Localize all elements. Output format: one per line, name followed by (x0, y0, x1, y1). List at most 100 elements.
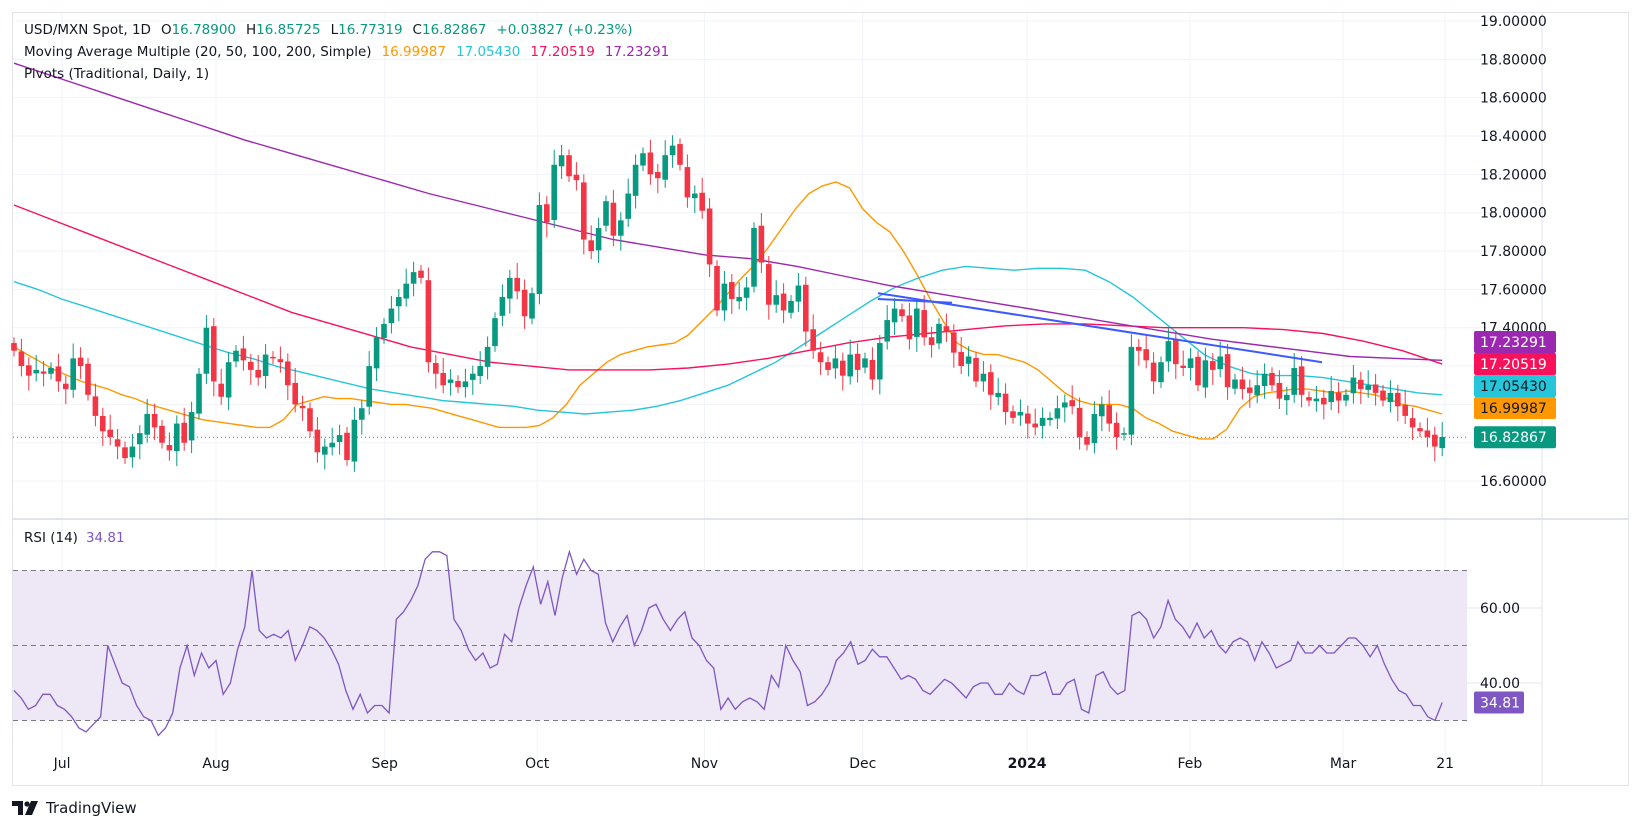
tradingview-logo-icon (12, 801, 38, 815)
candle (899, 303, 905, 322)
candle-body (610, 202, 617, 236)
candle-body (33, 369, 39, 374)
candle-body (1187, 358, 1194, 368)
candle (1150, 352, 1157, 395)
candle-body (847, 354, 853, 377)
ma100-price-badge-text: 17.20519 (1480, 357, 1547, 373)
candle-body (825, 362, 831, 370)
candle (699, 177, 705, 219)
candle (63, 375, 69, 405)
candle (1187, 348, 1194, 381)
candle (995, 377, 1001, 406)
candle-body (262, 354, 269, 377)
candle (1017, 399, 1024, 426)
candle-body (292, 382, 298, 405)
candle (366, 351, 372, 415)
candle-body (1010, 411, 1016, 418)
candle-body (647, 152, 654, 175)
candle (751, 222, 757, 293)
ma-label: Moving Average Multiple (20, 50, 100, 20… (24, 44, 372, 60)
candle (233, 344, 239, 368)
candle (433, 354, 439, 389)
candle (1380, 384, 1386, 407)
candle-body (1284, 394, 1290, 401)
candle (499, 284, 506, 327)
close-label: C (412, 22, 422, 38)
ma20-value: 16.99987 (381, 44, 446, 60)
candle-body (810, 329, 816, 351)
candle (188, 401, 195, 454)
candle-body (721, 283, 728, 311)
candle-body (63, 383, 69, 390)
candle (1276, 370, 1283, 410)
candle-body (151, 413, 158, 428)
candle (114, 428, 121, 460)
candle-body (1039, 417, 1046, 426)
candle (788, 295, 794, 319)
price-tick-label: 19.00000 (1480, 14, 1547, 30)
symbol-legend[interactable]: USD/MXN Spot, 1D O16.78900 H16.85725 L16.77… (24, 22, 639, 38)
candle (951, 324, 957, 368)
candle-body (373, 337, 380, 369)
candle (507, 269, 513, 314)
candle-body (884, 320, 890, 342)
ma200-value: 17.23291 (604, 44, 670, 60)
candle-body (936, 323, 942, 344)
candle-body (514, 277, 520, 292)
candle-body (418, 270, 424, 278)
candle-body (906, 315, 913, 340)
candle-body (1002, 393, 1009, 413)
time-tick-label: Sep (372, 756, 399, 772)
rsi-legend[interactable]: RSI (14) 34.81 (24, 530, 131, 546)
candle-body (692, 193, 698, 199)
candle (766, 256, 772, 320)
candle (1269, 367, 1275, 391)
candle (1358, 371, 1364, 405)
candle (1076, 397, 1083, 450)
candle-body (396, 297, 402, 307)
candle-body (595, 228, 602, 251)
candle (48, 362, 54, 380)
candle (640, 147, 646, 172)
candle-body (166, 445, 173, 451)
candle (1284, 386, 1290, 416)
candle-body (455, 381, 461, 388)
candle-body (366, 366, 372, 407)
candle (1247, 379, 1253, 408)
candle-body (70, 358, 76, 390)
candle-body (1025, 413, 1031, 424)
candle (603, 195, 609, 232)
pivots-legend[interactable]: Pivots (Traditional, Daily, 1) (24, 66, 215, 82)
candle-body (891, 308, 898, 323)
candle-body (1372, 384, 1379, 393)
tradingview-logo[interactable]: TradingView (12, 796, 137, 820)
ma-legend[interactable]: Moving Average Multiple (20, 50, 100, 20… (24, 44, 675, 60)
candle-body (1247, 387, 1253, 393)
candle-body (359, 408, 365, 420)
candle (26, 357, 32, 391)
candle-body (928, 337, 935, 345)
candle (1439, 422, 1445, 457)
candle-body (1409, 418, 1416, 428)
time-tick-label: 2024 (1008, 756, 1047, 772)
candle (292, 367, 298, 413)
candle (1350, 364, 1357, 404)
trend-line (877, 292, 1323, 364)
time-tick-label: Jul (53, 756, 71, 772)
candle (1335, 382, 1342, 414)
candle (477, 351, 483, 385)
candle-body (980, 373, 987, 382)
price-tick-label: 18.40000 (1480, 129, 1547, 145)
close-price-badge (1474, 426, 1556, 449)
candle (55, 353, 62, 392)
candlesticks (11, 135, 1445, 472)
candle (1195, 351, 1201, 391)
candle-body (1276, 382, 1283, 399)
candle (847, 339, 853, 385)
candle (810, 314, 816, 359)
candle-body (55, 366, 62, 382)
candle (1387, 380, 1394, 413)
candle (447, 369, 454, 396)
candle-body (536, 205, 543, 294)
